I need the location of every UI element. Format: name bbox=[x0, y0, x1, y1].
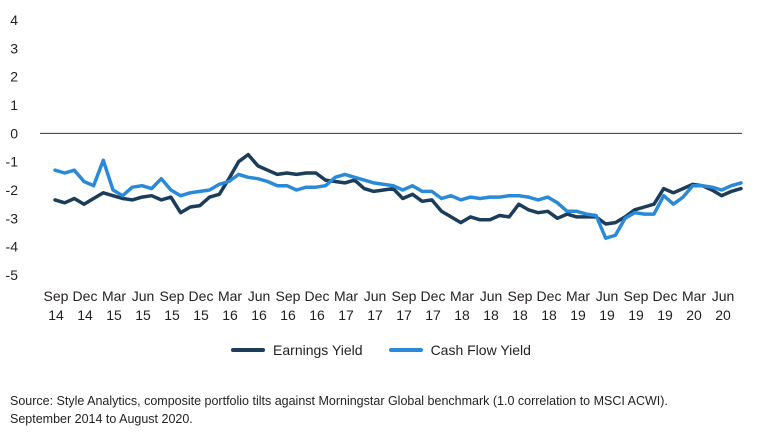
x-tick-year-label: 16 bbox=[251, 307, 267, 323]
x-tick-month-label: Mar bbox=[682, 288, 706, 304]
x-tick-year-label: 15 bbox=[135, 307, 151, 323]
x-tick-month-label: Jun bbox=[480, 288, 503, 304]
y-tick-label: 1 bbox=[10, 97, 18, 113]
y-tick-label: 4 bbox=[10, 12, 18, 28]
y-tick-label: -1 bbox=[6, 154, 19, 170]
legend-item-earnings-yield: Earnings Yield bbox=[231, 342, 363, 358]
x-tick-month-label: Jun bbox=[248, 288, 271, 304]
x-tick-month-label: Dec bbox=[189, 288, 214, 304]
source-line-2: September 2014 to August 2020. bbox=[10, 412, 193, 426]
x-tick-year-label: 14 bbox=[77, 307, 93, 323]
legend-label-cash-flow-yield: Cash Flow Yield bbox=[430, 342, 531, 358]
x-tick-year-label: 18 bbox=[454, 307, 470, 323]
x-tick-month-label: Jun bbox=[364, 288, 387, 304]
x-tick-year-label: 20 bbox=[715, 307, 731, 323]
x-tick-month-label: Mar bbox=[334, 288, 358, 304]
x-tick-year-label: 14 bbox=[48, 307, 64, 323]
series-lines bbox=[53, 152, 743, 240]
x-tick-month-label: Sep bbox=[392, 288, 417, 304]
series-line-cash-flow-yield bbox=[53, 158, 743, 240]
x-tick-year-label: 18 bbox=[541, 307, 557, 323]
source-line-1: Source: Style Analytics, composite portf… bbox=[10, 394, 668, 408]
x-tick-year-label: 17 bbox=[338, 307, 354, 323]
x-tick-month-label: Sep bbox=[508, 288, 533, 304]
x-tick-year-label: 16 bbox=[222, 307, 238, 323]
x-tick-month-label: Sep bbox=[276, 288, 301, 304]
x-tick-month-label: Sep bbox=[44, 288, 69, 304]
x-tick-month-label: Dec bbox=[421, 288, 446, 304]
x-tick-month-label: Jun bbox=[132, 288, 155, 304]
x-tick-month-label: Sep bbox=[624, 288, 649, 304]
legend-label-earnings-yield: Earnings Yield bbox=[273, 342, 363, 358]
y-tick-label: 2 bbox=[10, 69, 18, 85]
x-tick-month-label: Dec bbox=[73, 288, 98, 304]
y-tick-label: -5 bbox=[6, 267, 19, 283]
x-tick-month-label: Jun bbox=[712, 288, 735, 304]
y-tick-label: -3 bbox=[6, 210, 19, 226]
y-tick-label: 3 bbox=[10, 40, 18, 56]
y-axis-ticks: 4 3 2 1 0 -1 -2 -3 -4 -5 bbox=[6, 12, 19, 283]
y-tick-label: 0 bbox=[10, 125, 18, 141]
x-tick-month-label: Mar bbox=[102, 288, 126, 304]
legend-swatch-earnings-yield bbox=[231, 348, 266, 352]
line-chart: 4 3 2 1 0 -1 -2 -3 -4 -5 Sep 14 Dec 14 Mar 15 Jun 15 Sep 1… bbox=[6, 12, 743, 323]
x-tick-month-label: Sep bbox=[160, 288, 185, 304]
y-tick-label: -4 bbox=[6, 239, 19, 255]
y-tick-label: -2 bbox=[6, 182, 19, 198]
x-tick-year-label: 15 bbox=[164, 307, 180, 323]
x-tick-year-label: 19 bbox=[628, 307, 644, 323]
legend: Earnings Yield Cash Flow Yield bbox=[0, 342, 762, 358]
x-tick-year-label: 16 bbox=[309, 307, 325, 323]
x-tick-month-label: Dec bbox=[653, 288, 678, 304]
x-tick-month-label: Jun bbox=[596, 288, 619, 304]
x-tick-month-label: Mar bbox=[566, 288, 590, 304]
x-tick-year-label: 19 bbox=[657, 307, 673, 323]
x-tick-year-label: 15 bbox=[193, 307, 209, 323]
x-tick-year-label: 17 bbox=[396, 307, 412, 323]
x-tick-year-label: 16 bbox=[280, 307, 296, 323]
x-tick-year-label: 17 bbox=[367, 307, 383, 323]
x-tick-year-label: 19 bbox=[599, 307, 615, 323]
x-tick-year-label: 19 bbox=[570, 307, 586, 323]
x-tick-year-label: 18 bbox=[512, 307, 528, 323]
source-note: Source: Style Analytics, composite portf… bbox=[10, 392, 755, 428]
legend-swatch-cash-flow-yield bbox=[388, 348, 423, 352]
x-tick-year-label: 15 bbox=[106, 307, 122, 323]
x-tick-year-label: 20 bbox=[686, 307, 702, 323]
x-tick-month-label: Mar bbox=[218, 288, 242, 304]
x-tick-year-label: 17 bbox=[425, 307, 441, 323]
x-tick-month-label: Dec bbox=[537, 288, 562, 304]
x-tick-year-label: 18 bbox=[483, 307, 499, 323]
legend-item-cash-flow-yield: Cash Flow Yield bbox=[388, 342, 531, 358]
x-axis-ticks: Sep 14 Dec 14 Mar 15 Jun 15 Sep 15 Dec 15 Mar 16 Jun 16… bbox=[44, 288, 735, 323]
x-tick-month-label: Mar bbox=[450, 288, 474, 304]
x-tick-month-label: Dec bbox=[305, 288, 330, 304]
